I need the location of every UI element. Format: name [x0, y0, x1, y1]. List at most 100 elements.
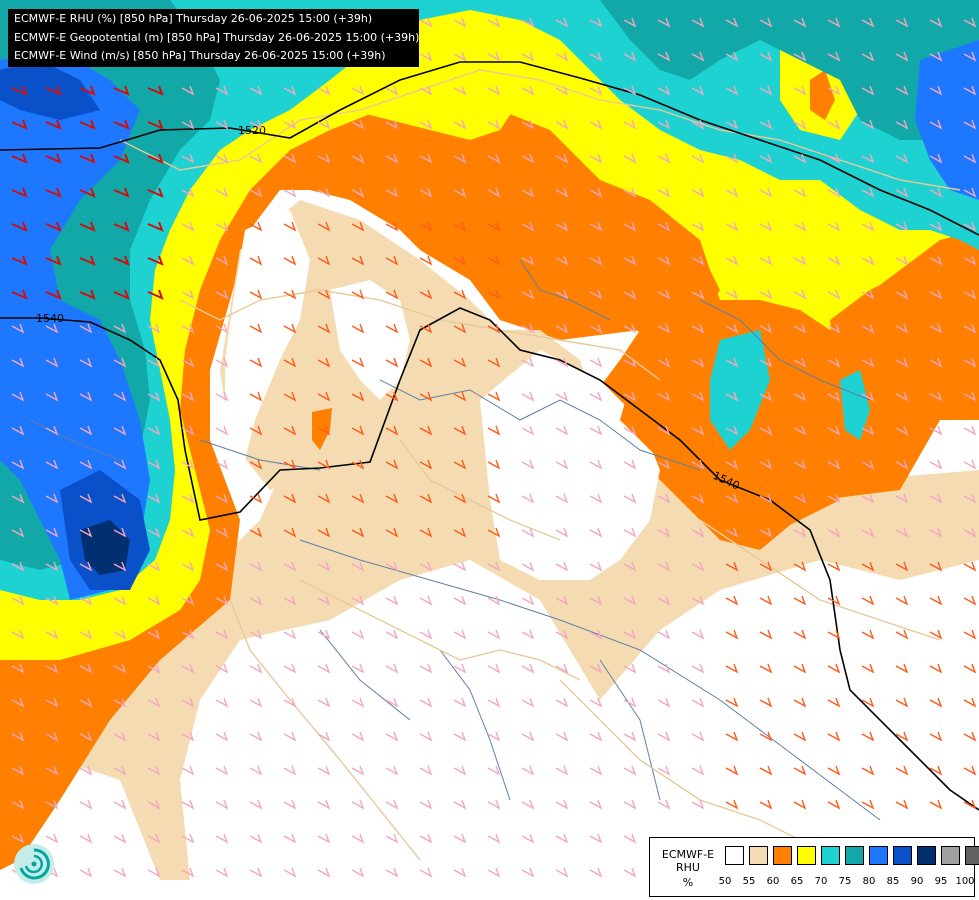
wind-barb: [283, 221, 297, 232]
wind-barb: [725, 221, 739, 232]
wind-barb: [453, 493, 467, 504]
wind-barb: [521, 255, 535, 266]
wind-barb: [181, 493, 195, 504]
wind-barb: [691, 289, 705, 300]
wind-barb: [827, 663, 841, 674]
wind-barb: [351, 595, 365, 606]
wind-barb: [725, 697, 739, 708]
wind-barb: [725, 425, 739, 436]
wind-barb: [555, 357, 569, 368]
wind-barb: [827, 697, 841, 708]
wind-barb: [657, 187, 671, 198]
wind-barb: [895, 595, 909, 606]
wind-barb: [317, 697, 331, 708]
wind-barb: [963, 187, 977, 198]
wind-barb: [827, 595, 841, 606]
wind-barb: [589, 833, 603, 844]
wind-barb: [181, 357, 195, 368]
legend-swatch: [845, 846, 864, 865]
wind-barb: [453, 221, 467, 232]
wind-barb: [45, 663, 59, 674]
wind-barb: [725, 85, 739, 96]
wind-barb: [759, 459, 773, 470]
wind-barb: [521, 731, 535, 742]
wind-barb: [589, 459, 603, 470]
wind-barb: [215, 595, 229, 606]
wind-barb: [521, 493, 535, 504]
wind-barb: [385, 663, 399, 674]
wind-barb: [623, 527, 637, 538]
legend-tick: 65: [790, 876, 804, 887]
wind-barb: [283, 357, 297, 368]
wind-barb: [351, 119, 365, 130]
wind-barb: [793, 799, 807, 810]
wind-barb: [521, 221, 535, 232]
wind-barb: [963, 425, 977, 436]
wind-barb: [419, 595, 433, 606]
legend-swatch: [941, 846, 960, 865]
wind-barb: [657, 799, 671, 810]
wind-barb: [385, 255, 399, 266]
wind-barb: [589, 391, 603, 402]
rhu-60-spot: [312, 408, 332, 450]
legend-tick: 85: [886, 876, 900, 887]
wind-barb: [725, 51, 739, 62]
wind-barb: [147, 425, 161, 436]
wind-barb: [691, 221, 705, 232]
wind-barb: [45, 697, 59, 708]
wind-barb: [215, 459, 229, 470]
wind-barb: [725, 119, 739, 130]
wind-barb: [487, 289, 501, 300]
wind-barb: [657, 561, 671, 572]
title-box: ECMWF-E RHU (%) [850 hPa] Thursday 26-06…: [8, 9, 419, 67]
wind-barb: [249, 187, 263, 198]
wind-barb: [827, 51, 841, 62]
contour-label-1520: 1520: [238, 124, 266, 137]
wind-barb: [963, 255, 977, 266]
wind-barb: [793, 221, 807, 232]
wind-barb: [487, 833, 501, 844]
wind-barb: [317, 323, 331, 334]
color-legend: ECMWF-E RHU % 50 55 60 65 70 75 80 85 90 95 100: [649, 837, 979, 897]
wind-barb: [419, 391, 433, 402]
wind-barb: [657, 459, 671, 470]
wind-barb: [895, 799, 909, 810]
wind-barb: [861, 357, 875, 368]
wind-barb: [895, 663, 909, 674]
rhu-70-se-pocket: [710, 330, 770, 450]
wind-barb: [657, 595, 671, 606]
wind-barb: [487, 425, 501, 436]
wind-barb: [215, 697, 229, 708]
wind-barb: [521, 85, 535, 96]
wind-barb: [487, 85, 501, 96]
wind-barb: [827, 85, 841, 96]
wind-barb: [113, 527, 127, 538]
wind-barb: [827, 119, 841, 130]
wind-barb: [453, 459, 467, 470]
wind-barb: [11, 323, 25, 334]
wind-barb: [351, 391, 365, 402]
wind-barb: [215, 561, 229, 572]
wind-barb: [623, 493, 637, 504]
wind-barb: [555, 697, 569, 708]
wind-barb: [657, 51, 671, 62]
wind-barb: [249, 255, 263, 266]
wind-barb: [317, 561, 331, 572]
wind-barb: [895, 765, 909, 776]
wind-barb: [351, 833, 365, 844]
wind-barb: [215, 153, 229, 164]
wind-barb: [521, 289, 535, 300]
wind-barb: [45, 323, 59, 334]
wind-barb: [11, 391, 25, 402]
geopotential-lines: [0, 61, 979, 811]
wind-barb: [79, 187, 96, 198]
wind-barb: [45, 425, 59, 436]
wind-barb: [419, 425, 433, 436]
wind-barb: [691, 527, 705, 538]
ecmwf-logo-icon: [14, 844, 54, 884]
wind-barb: [759, 323, 773, 334]
wind-barbs: [11, 17, 977, 878]
wind-barb: [589, 187, 603, 198]
wind-barb: [555, 221, 569, 232]
wind-barb: [249, 697, 263, 708]
